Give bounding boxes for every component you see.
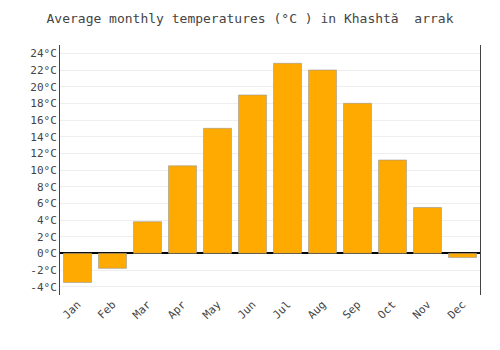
svg-text:6°C: 6°C bbox=[37, 197, 57, 210]
svg-text:Apr: Apr bbox=[165, 298, 189, 322]
svg-text:4°C: 4°C bbox=[37, 214, 57, 227]
svg-text:16°C: 16°C bbox=[30, 114, 57, 127]
svg-text:Dec: Dec bbox=[445, 298, 468, 321]
svg-text:-4°C: -4°C bbox=[30, 281, 57, 294]
svg-text:Jun: Jun bbox=[235, 298, 258, 321]
svg-text:18°C: 18°C bbox=[30, 97, 57, 110]
svg-text:24°C: 24°C bbox=[30, 47, 57, 60]
svg-text:Oct: Oct bbox=[375, 298, 398, 321]
svg-text:Jul: Jul bbox=[270, 298, 293, 321]
svg-text:May: May bbox=[200, 298, 224, 322]
svg-text:0°C: 0°C bbox=[37, 247, 57, 260]
svg-text:Average monthly temperatures (: Average monthly temperatures (°C ) in Kh… bbox=[47, 11, 454, 26]
svg-text:Jan: Jan bbox=[60, 298, 83, 321]
svg-text:8°C: 8°C bbox=[37, 181, 57, 194]
svg-text:Mar: Mar bbox=[130, 298, 154, 322]
svg-text:-2°C: -2°C bbox=[30, 264, 57, 277]
svg-text:Sep: Sep bbox=[340, 298, 363, 321]
svg-text:Nov: Nov bbox=[410, 298, 434, 322]
svg-text:Feb: Feb bbox=[95, 298, 118, 321]
svg-text:20°C: 20°C bbox=[30, 81, 57, 94]
svg-text:Aug: Aug bbox=[305, 298, 328, 321]
svg-text:10°C: 10°C bbox=[30, 164, 57, 177]
svg-text:12°C: 12°C bbox=[30, 147, 57, 160]
svg-text:2°C: 2°C bbox=[37, 231, 57, 244]
svg-text:22°C: 22°C bbox=[30, 64, 57, 77]
svg-text:14°C: 14°C bbox=[30, 131, 57, 144]
